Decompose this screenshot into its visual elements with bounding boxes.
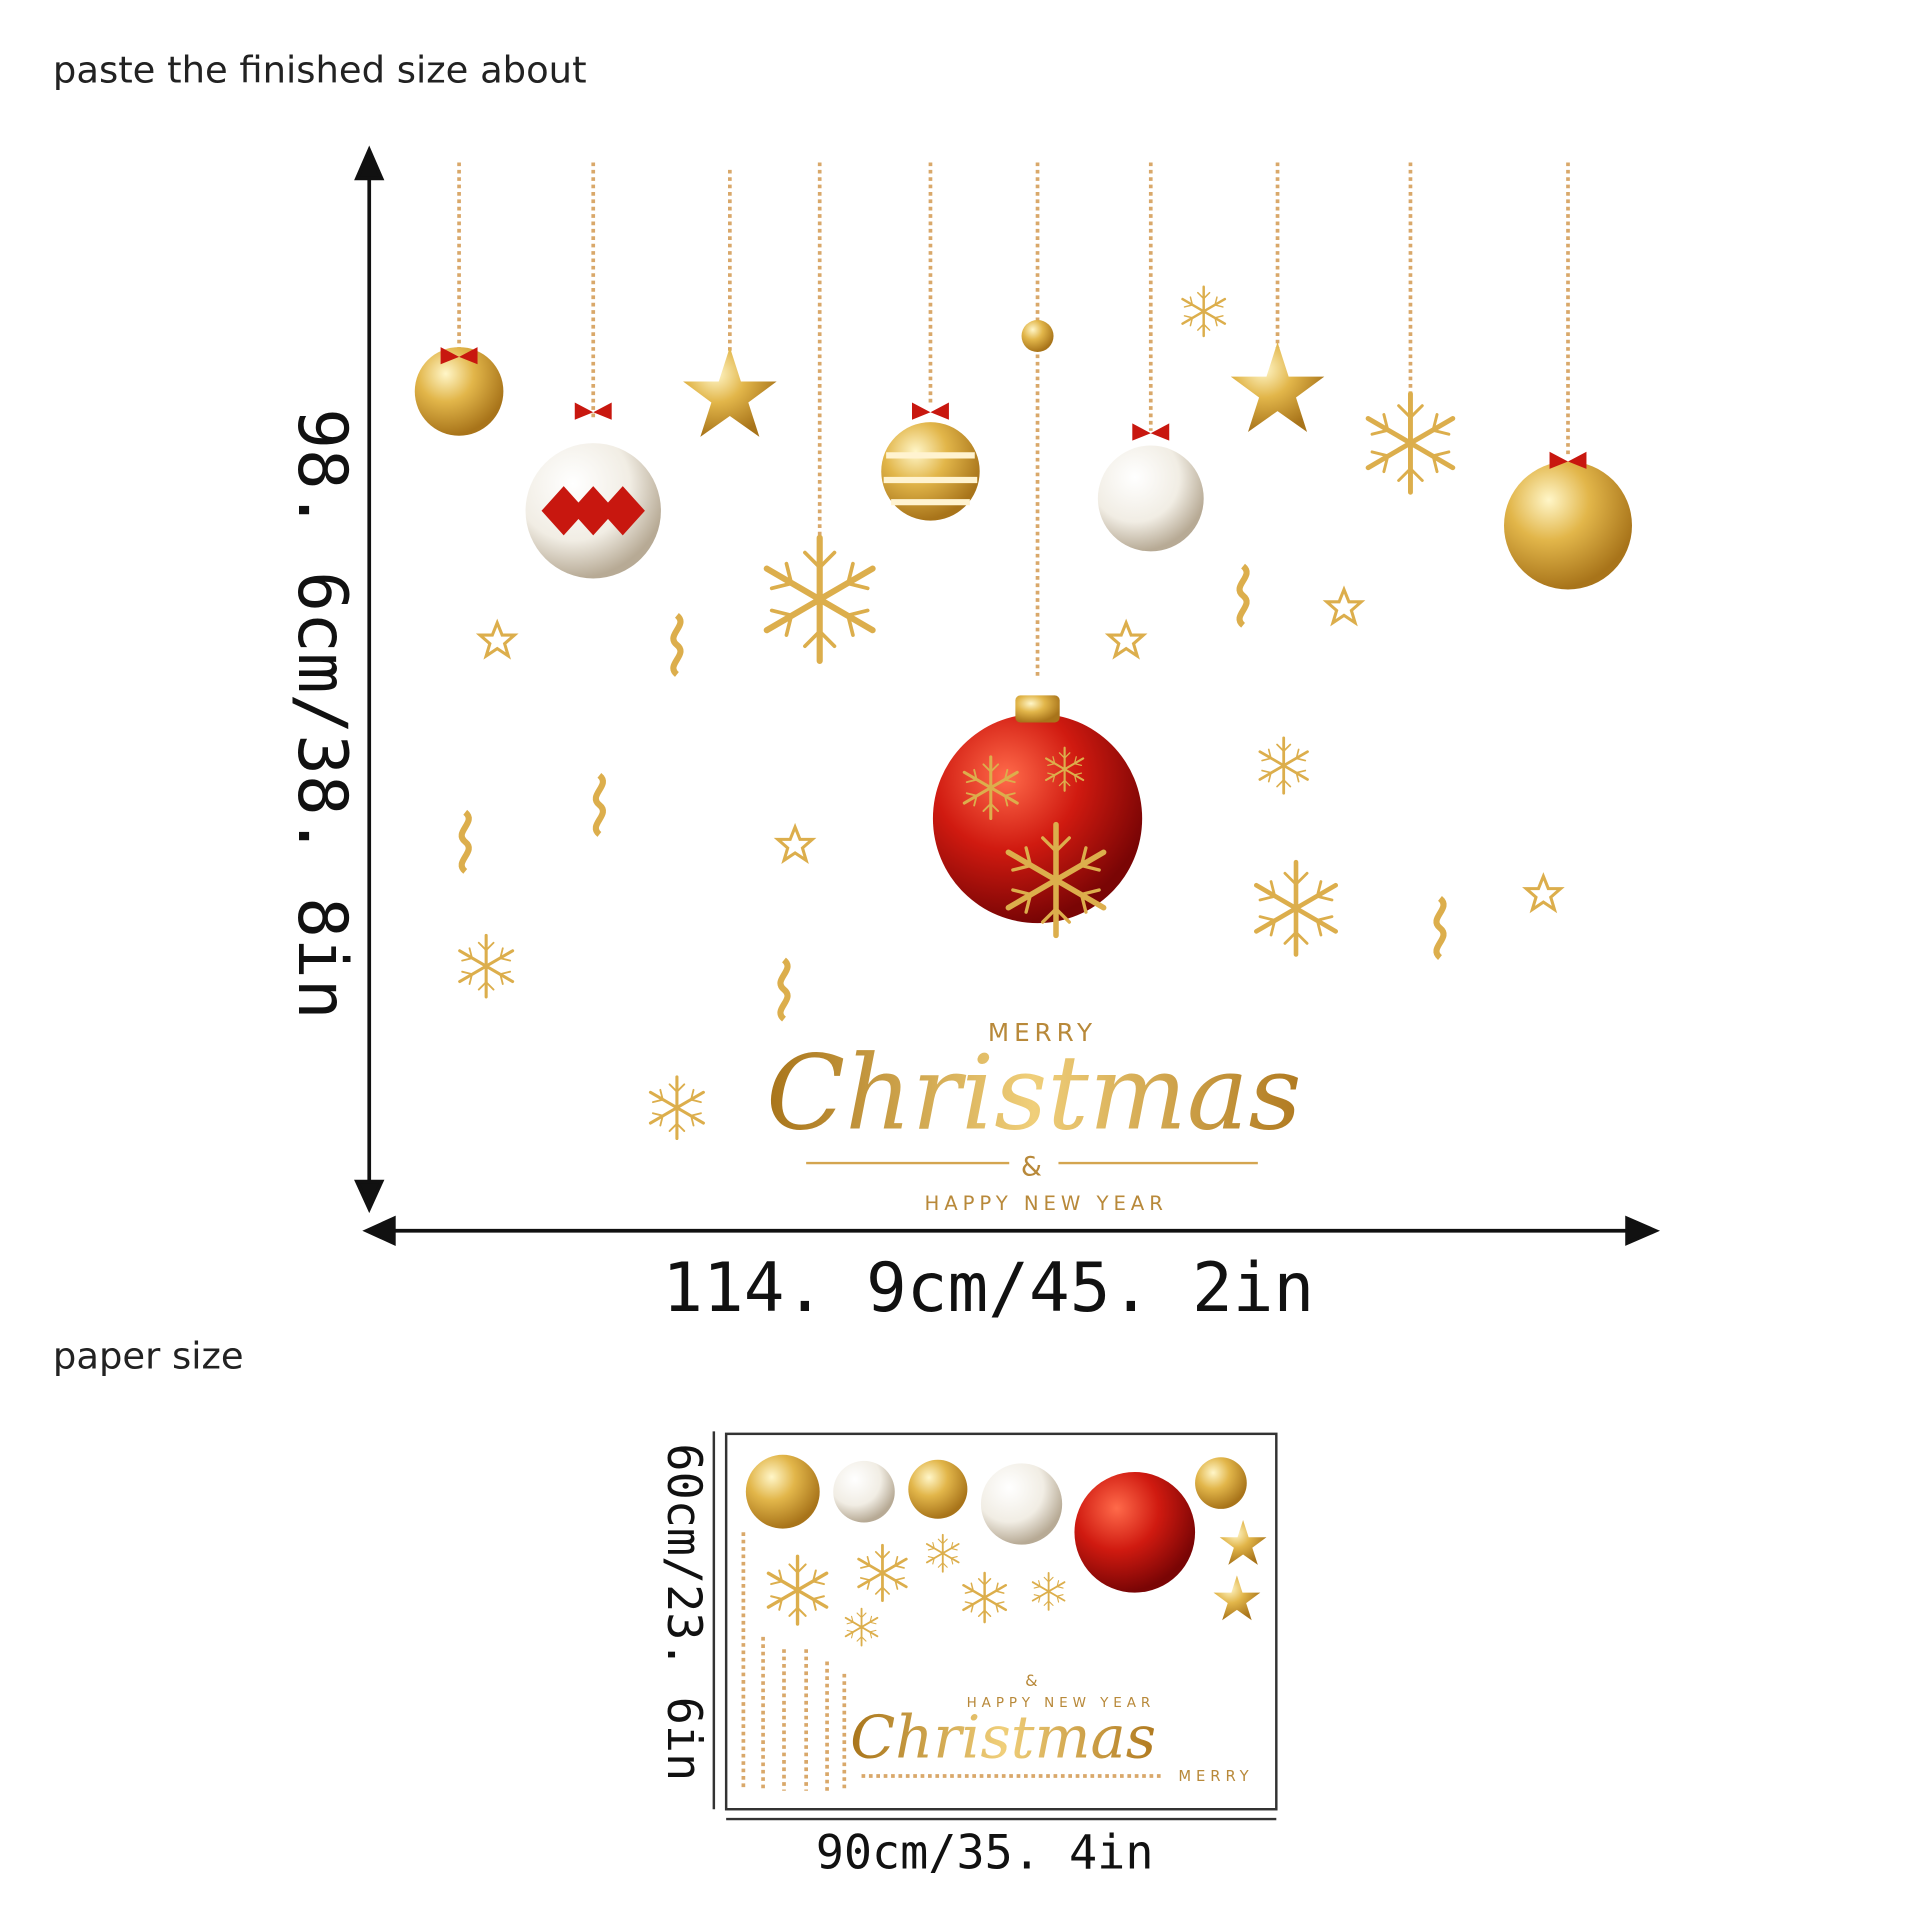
decoration bbox=[1625, 1215, 1661, 1246]
ampersand: & bbox=[1021, 1151, 1047, 1182]
decoration bbox=[673, 615, 680, 674]
decoration bbox=[1325, 587, 1363, 625]
decoration bbox=[1524, 874, 1563, 912]
decoration bbox=[1074, 1472, 1196, 1593]
decoration bbox=[362, 1215, 396, 1246]
merry: MERRY bbox=[988, 1018, 1097, 1047]
decoration bbox=[776, 825, 814, 862]
decoration bbox=[440, 347, 478, 365]
decoration bbox=[683, 347, 777, 437]
title: paste the finished size about bbox=[53, 48, 587, 91]
decoration bbox=[980, 1463, 1063, 1545]
new-year: HAPPY NEW YEAR bbox=[925, 1192, 1168, 1215]
decoration bbox=[354, 145, 385, 181]
paper-dims bbox=[712, 1431, 1277, 1821]
decoration bbox=[1504, 461, 1632, 590]
decoration bbox=[648, 1075, 705, 1141]
decoration bbox=[1256, 862, 1335, 954]
decoration bbox=[745, 1454, 820, 1529]
decoration bbox=[780, 960, 787, 1019]
decoration bbox=[833, 1460, 895, 1523]
decoration bbox=[1015, 695, 1060, 723]
paper-title: paper size bbox=[53, 1335, 244, 1378]
decoration bbox=[1230, 342, 1325, 432]
decoration bbox=[478, 621, 517, 658]
decoration bbox=[1258, 736, 1309, 795]
height-label: 98. 6cm/38. 8in bbox=[283, 408, 362, 1019]
paper-width: 90cm/35. 4in bbox=[816, 1826, 1154, 1880]
decoration bbox=[574, 402, 612, 420]
decoration bbox=[462, 812, 469, 871]
sheet-ampersand: & bbox=[1025, 1671, 1042, 1690]
ornaments bbox=[414, 162, 1632, 1141]
decoration bbox=[1021, 320, 1054, 352]
decoration bbox=[354, 1179, 385, 1214]
decoration bbox=[908, 1459, 968, 1519]
dimension-arrows bbox=[354, 145, 1661, 1246]
sheet-christmas: Christmas bbox=[850, 1703, 1156, 1772]
decoration bbox=[881, 422, 980, 521]
christmas: Christmas bbox=[766, 1034, 1301, 1154]
decoration bbox=[1132, 423, 1170, 441]
decoration bbox=[1436, 898, 1443, 957]
decoration bbox=[1097, 445, 1204, 552]
decoration bbox=[912, 402, 949, 420]
decoration bbox=[596, 775, 603, 834]
decoration bbox=[767, 538, 873, 661]
decoration bbox=[1240, 566, 1247, 625]
sheet-merry: MERRY bbox=[1178, 1768, 1253, 1785]
paper-height: 60cm/23. 6in bbox=[656, 1443, 710, 1781]
decoration bbox=[414, 347, 504, 436]
decoration bbox=[1549, 451, 1587, 469]
decoration bbox=[1107, 621, 1145, 658]
decoration bbox=[1368, 394, 1453, 492]
decoration bbox=[1181, 285, 1227, 338]
decoration bbox=[883, 452, 978, 506]
width-label: 114. 9cm/45. 2in bbox=[662, 1248, 1314, 1327]
decoration bbox=[458, 933, 515, 999]
sheet-new-year: HAPPY NEW YEAR bbox=[967, 1695, 1156, 1711]
decoration bbox=[440, 347, 1587, 469]
sheet-items bbox=[741, 1454, 1267, 1791]
decoration bbox=[1195, 1457, 1247, 1509]
